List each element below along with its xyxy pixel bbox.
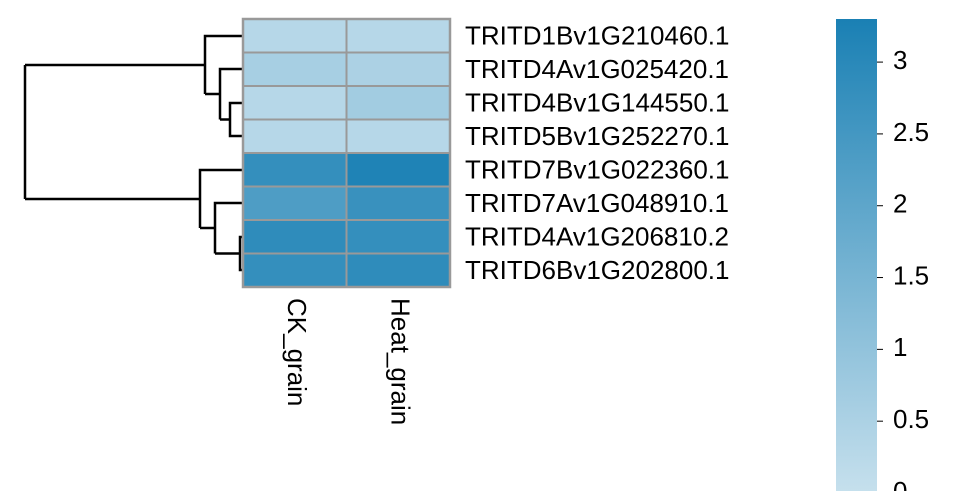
cell	[345, 252, 451, 288]
cell	[345, 51, 451, 87]
cell	[242, 185, 348, 221]
colorbar-tick-label: 2.5	[893, 117, 929, 147]
cell	[242, 219, 348, 255]
colorbar-tick-label: 0	[893, 476, 907, 491]
colorbar-tick-label: 0.5	[893, 404, 929, 434]
row-label: TRITD5Bv1G252270.1	[465, 121, 729, 151]
colorbar	[836, 19, 877, 491]
cell	[345, 118, 451, 154]
column-label: CK_grain	[282, 298, 312, 406]
cell	[345, 219, 451, 255]
cell	[345, 18, 451, 54]
cell	[242, 252, 348, 288]
colorbar-tick-label: 1	[893, 332, 907, 362]
cell	[242, 18, 348, 54]
row-label: TRITD7Bv1G022360.1	[465, 155, 729, 185]
cell	[242, 118, 348, 154]
row-label: TRITD7Av1G048910.1	[465, 188, 729, 218]
row-label: TRITD4Av1G025420.1	[465, 54, 729, 84]
row-label: TRITD4Bv1G144550.1	[465, 88, 729, 118]
colorbar-tick-label: 2	[893, 189, 907, 219]
colorbar-tick-label: 3	[893, 45, 907, 75]
row-label: TRITD6Bv1G202800.1	[465, 255, 729, 285]
cell	[345, 152, 451, 188]
cell	[242, 152, 348, 188]
cell	[242, 85, 348, 121]
colorbar-tick-label: 1.5	[893, 260, 929, 290]
dendrogram	[23, 34, 243, 272]
heatmap-border	[241, 17, 452, 289]
row-label: TRITD1Bv1G210460.1	[465, 21, 729, 51]
cell	[345, 185, 451, 221]
cell	[345, 85, 451, 121]
cell	[242, 51, 348, 87]
column-label: Heat_grain	[385, 298, 415, 425]
row-label: TRITD4Av1G206810.2	[465, 222, 729, 252]
